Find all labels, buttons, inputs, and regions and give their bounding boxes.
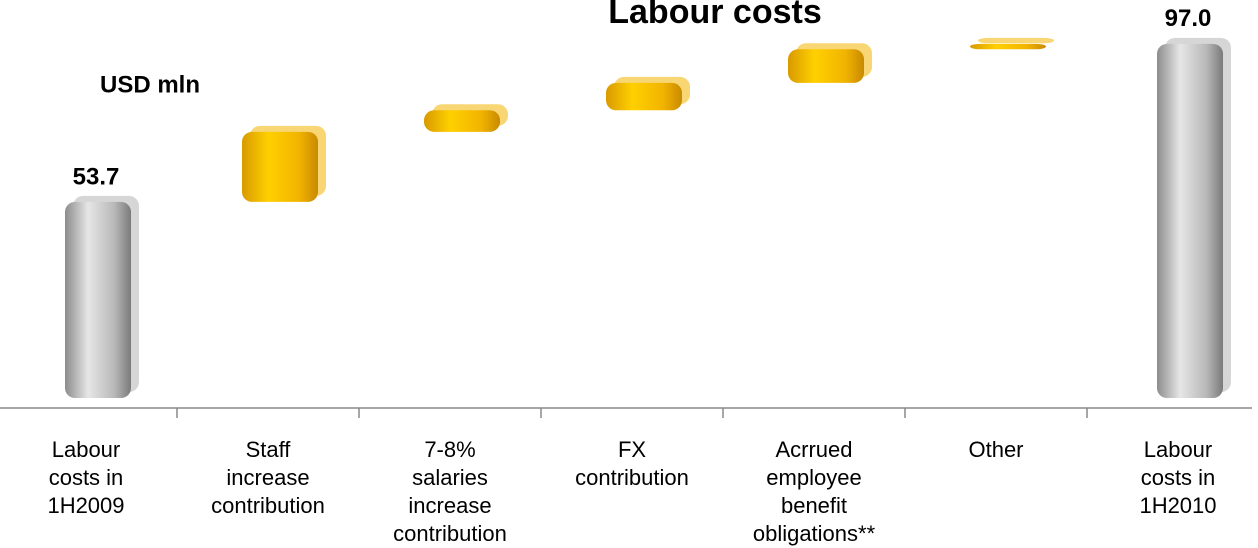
bar (606, 82, 682, 111)
value-label: 97.0 (1165, 5, 1212, 32)
x-tick-label: salaries (412, 465, 488, 490)
bar (242, 131, 318, 202)
x-tick-label: costs in (49, 465, 124, 490)
x-tick-label: obligations** (753, 521, 876, 546)
x-tick-label: Staff (246, 437, 292, 462)
x-tick-label: costs in (1141, 465, 1216, 490)
x-tick-label: Acrrued (775, 437, 852, 462)
chart-title: Labour costs (608, 0, 821, 31)
subtitle: USD mln (100, 71, 200, 98)
x-tick-label: contribution (575, 465, 689, 490)
bar (65, 201, 131, 398)
x-tick-label: benefit (781, 493, 847, 518)
x-tick-label: 1H2010 (1139, 493, 1216, 518)
x-tick-label: 1H2009 (47, 493, 124, 518)
x-tick-label: increase (226, 465, 309, 490)
value-label: 53.7 (73, 163, 120, 190)
bar (788, 49, 864, 83)
x-tick-label: Other (968, 437, 1023, 462)
x-tick-label: FX (618, 437, 646, 462)
x-tick-label: Labour (52, 437, 121, 462)
x-tick-label: 7-8% (424, 437, 475, 462)
x-tick-label: contribution (211, 493, 325, 518)
x-tick-label: Labour (1144, 437, 1213, 462)
x-tick-label: increase (408, 493, 491, 518)
bar-depth (978, 37, 1054, 44)
bar (424, 110, 500, 132)
bar (1157, 43, 1223, 398)
x-tick-label: contribution (393, 521, 507, 546)
x-tick-label: employee (766, 465, 861, 490)
bar (970, 43, 1046, 50)
